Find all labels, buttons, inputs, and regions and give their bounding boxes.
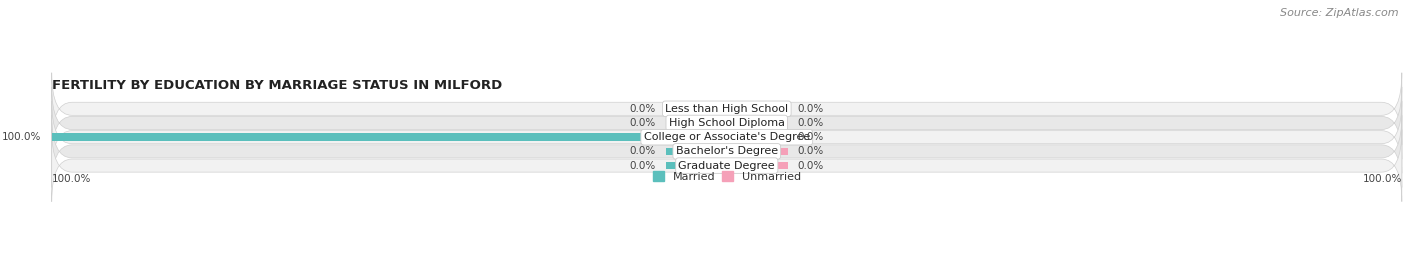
Text: 0.0%: 0.0% (797, 132, 824, 142)
Bar (666, 119, 727, 127)
Text: Less than High School: Less than High School (665, 104, 789, 114)
FancyBboxPatch shape (52, 115, 1402, 187)
Text: 0.0%: 0.0% (797, 161, 824, 171)
Text: Source: ZipAtlas.com: Source: ZipAtlas.com (1281, 8, 1399, 18)
Text: 100.0%: 100.0% (1362, 174, 1402, 184)
Bar (727, 162, 787, 169)
Bar (727, 148, 787, 155)
Text: FERTILITY BY EDUCATION BY MARRIAGE STATUS IN MILFORD: FERTILITY BY EDUCATION BY MARRIAGE STATU… (52, 79, 502, 92)
Text: 0.0%: 0.0% (630, 146, 655, 156)
Bar (727, 119, 787, 127)
Text: 100.0%: 100.0% (3, 132, 42, 142)
Text: 0.0%: 0.0% (630, 118, 655, 128)
FancyBboxPatch shape (52, 101, 1402, 173)
Text: High School Diploma: High School Diploma (669, 118, 785, 128)
FancyBboxPatch shape (52, 129, 1402, 202)
Bar (727, 105, 787, 112)
Bar (666, 105, 727, 112)
FancyBboxPatch shape (52, 73, 1402, 145)
Text: Graduate Degree: Graduate Degree (679, 161, 775, 171)
Bar (666, 148, 727, 155)
Text: 0.0%: 0.0% (630, 161, 655, 171)
Text: Bachelor's Degree: Bachelor's Degree (676, 146, 778, 156)
Text: 100.0%: 100.0% (52, 174, 91, 184)
Bar (52, 133, 727, 141)
Text: 0.0%: 0.0% (797, 104, 824, 114)
Text: College or Associate's Degree: College or Associate's Degree (644, 132, 810, 142)
Text: 0.0%: 0.0% (797, 146, 824, 156)
Legend: Married, Unmarried: Married, Unmarried (652, 171, 801, 182)
Text: 0.0%: 0.0% (797, 118, 824, 128)
Text: 0.0%: 0.0% (630, 104, 655, 114)
FancyBboxPatch shape (52, 87, 1402, 159)
Bar (666, 162, 727, 169)
Bar (727, 133, 787, 141)
